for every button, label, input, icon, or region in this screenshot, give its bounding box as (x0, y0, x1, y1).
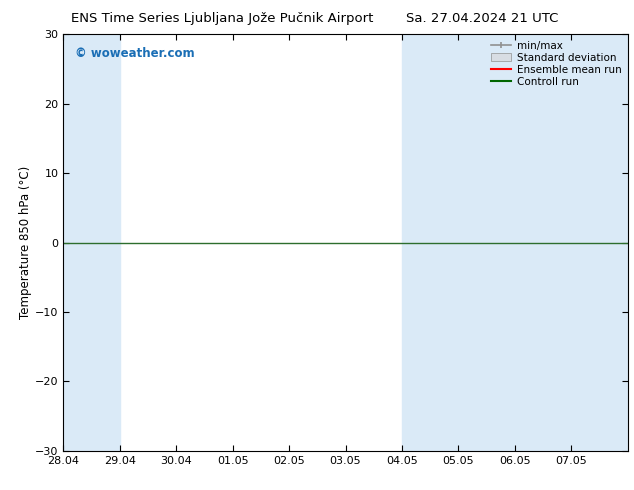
Bar (63, 34, 120, 451)
Bar (571, 34, 628, 451)
Legend: min/max, Standard deviation, Ensemble mean run, Controll run: min/max, Standard deviation, Ensemble me… (488, 37, 624, 90)
Y-axis label: Temperature 850 hPa (°C): Temperature 850 hPa (°C) (19, 166, 32, 319)
Bar (458, 34, 515, 451)
Text: © woweather.com: © woweather.com (75, 47, 194, 60)
Text: Sa. 27.04.2024 21 UTC: Sa. 27.04.2024 21 UTC (406, 12, 558, 25)
Bar (402, 34, 458, 451)
Bar (515, 34, 571, 451)
Text: ENS Time Series Ljubljana Jože Pučnik Airport: ENS Time Series Ljubljana Jože Pučnik Ai… (71, 12, 373, 25)
